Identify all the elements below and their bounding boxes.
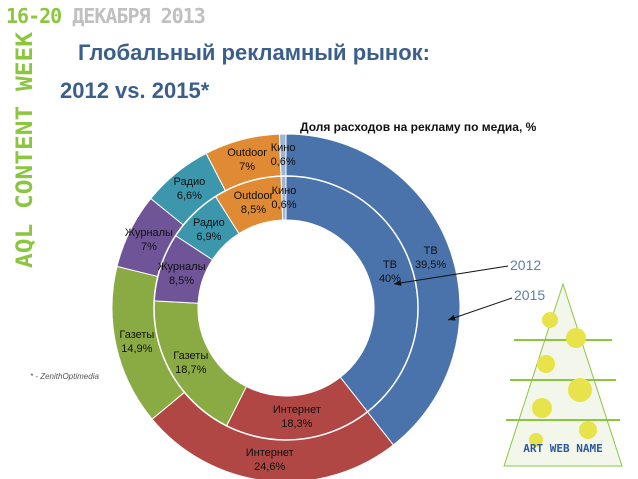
label-2015-internet-value: 24,6% [254, 461, 286, 474]
year-pointer-head-2012 [394, 279, 402, 286]
label-2012-cinema-value: 0,6% [271, 199, 297, 212]
label-2015-outdoor-category: Outdoor [227, 147, 267, 160]
label-2015-cinema: Кино 0,6% [253, 141, 313, 169]
slide-title: Глобальный рекламный рынок: [78, 40, 430, 65]
tree-logo: ART WEB NAME [503, 282, 623, 467]
label-2015-magazines-category: Журналы [124, 226, 173, 239]
label-2015-outdoor-value: 7% [239, 161, 256, 174]
tree-logo-text: ART WEB NAME [523, 442, 602, 455]
label-2012-newspapers: Газеты 18,7% [161, 349, 221, 377]
label-2015-newspapers-category: Газеты [119, 329, 155, 342]
label-2015-radio: Радио 6,6% [159, 175, 219, 203]
event-banner: 16-20 ДЕКАБРЯ 2013 [0, 0, 246, 36]
label-2012-radio-category: Радио [192, 216, 225, 229]
label-2012-internet: Интернет 18,3% [267, 403, 327, 431]
label-2012-tv-category: ТВ [382, 259, 397, 272]
label-2015-newspapers-value: 14,9% [121, 343, 153, 356]
label-2012-newspapers-value: 18,7% [175, 364, 207, 377]
conference-logo-text: AQL CONTENT WEEK [13, 31, 38, 268]
event-dates-month: ДЕКАБРЯ 2013 [72, 4, 205, 28]
event-dates: 16-20 ДЕКАБРЯ 2013 [6, 4, 206, 28]
label-2012-internet-value: 18,3% [281, 418, 313, 431]
label-2015-magazines: Журналы 7% [119, 226, 179, 254]
label-2012-outdoor-category: Outdoor [233, 189, 274, 202]
year-label-2012: 2012 [510, 257, 542, 273]
label-2015-radio-value: 6,6% [176, 190, 202, 203]
label-2012-outdoor-value: 8,5% [240, 203, 266, 216]
label-2012-magazines: Журналы 8,5% [151, 260, 211, 288]
year-label-2015: 2015 [514, 287, 546, 303]
label-2012-tv: ТВ 40% [360, 258, 420, 286]
label-2012-newspapers-category: Газеты [173, 350, 209, 363]
label-2012-magazines-value: 8,5% [168, 274, 195, 287]
label-2015-radio-category: Радио [173, 176, 206, 189]
label-2015-outdoor: Outdoor 7% [217, 146, 277, 174]
label-2015-newspapers: Газеты 14,9% [107, 328, 167, 356]
label-2015-tv-value: 39,5% [415, 259, 447, 272]
label-2012-cinema-category: Кино [271, 185, 297, 198]
label-2012-internet-category: Интернет [272, 404, 321, 417]
year-pointer-2012 [393, 265, 509, 285]
conference-logo: AQL CONTENT WEEK [8, 24, 40, 272]
ring-divider [153, 175, 419, 441]
year-pointer-head-2015 [448, 314, 456, 321]
label-2012-radio-value: 6,9% [196, 230, 222, 243]
label-2015-tv: ТВ 39,5% [401, 244, 461, 272]
label-2012-magazines-category: Журналы [157, 260, 206, 273]
source-note: * - ZenithOptimedia [30, 372, 99, 381]
label-2012-radio: Радио 6,9% [179, 216, 239, 244]
label-2015-cinema-value: 0,6% [270, 156, 296, 169]
label-2012-tv-value: 40% [378, 273, 401, 286]
label-2012-cinema: Кино 0,6% [254, 184, 314, 212]
label-2015-internet: Интернет 24,6% [240, 446, 300, 474]
label-2012-outdoor: Outdoor 8,5% [223, 189, 283, 217]
label-2015-cinema-category: Кино [270, 142, 296, 155]
label-2015-internet-category: Интернет [245, 447, 294, 460]
label-2015-magazines-value: 7% [141, 240, 157, 253]
chart-title: Доля расходов на рекламу по медиа, % [300, 120, 537, 134]
slide-subtitle: 2012 vs. 2015* [60, 78, 210, 103]
year-pointer-2015 [447, 297, 513, 321]
label-2015-tv-category: ТВ [423, 245, 438, 258]
